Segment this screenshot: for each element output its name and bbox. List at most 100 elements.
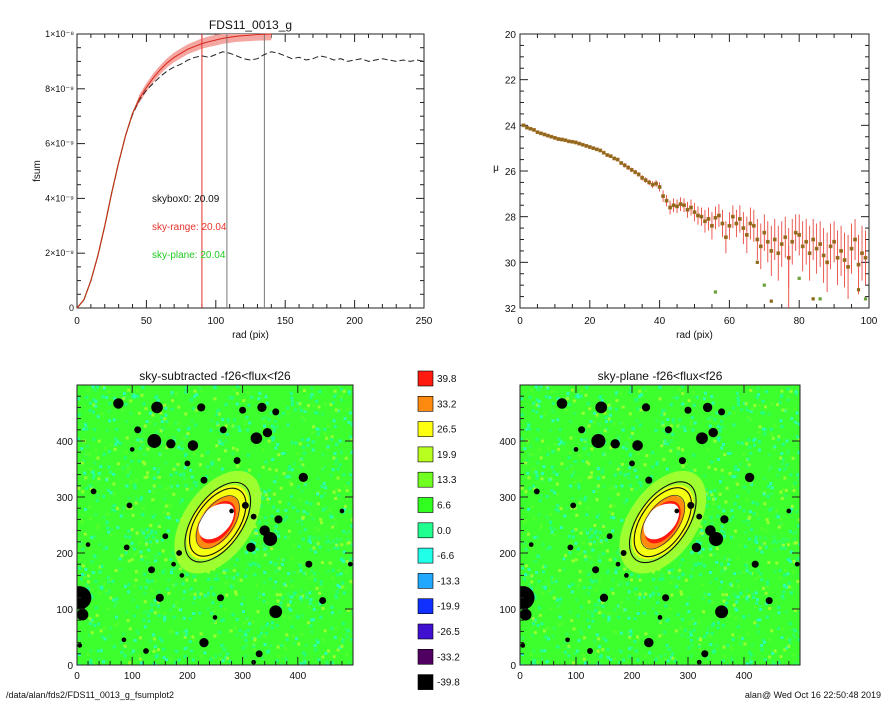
noise-pixel <box>683 628 687 632</box>
noise-pixel <box>520 663 524 665</box>
noise-pixel <box>795 411 799 415</box>
noise-pixel <box>660 444 664 448</box>
noise-pixel <box>255 532 259 536</box>
noise-pixel <box>781 594 785 598</box>
noise-pixel <box>96 493 100 497</box>
noise-pixel <box>91 571 95 574</box>
noise-pixel <box>577 552 581 556</box>
noise-pixel <box>651 594 655 598</box>
noise-pixel <box>590 471 593 475</box>
noise-pixel <box>746 457 750 461</box>
data-point <box>832 239 836 244</box>
noise-pixel <box>578 578 582 582</box>
noise-pixel <box>722 443 725 446</box>
masked-star <box>339 508 345 514</box>
noise-pixel <box>92 473 96 477</box>
data-point <box>682 203 686 208</box>
noise-pixel <box>743 485 747 489</box>
noise-pixel <box>690 469 694 473</box>
noise-pixel <box>189 587 193 591</box>
noise-pixel <box>288 595 292 599</box>
noise-pixel <box>259 515 262 519</box>
noise-pixel <box>172 615 176 619</box>
noise-pixel <box>543 412 547 416</box>
noise-pixel <box>93 428 97 432</box>
y-tick-label: 1×10⁻⁸ <box>45 29 74 39</box>
noise-pixel <box>264 416 268 420</box>
noise-pixel <box>175 631 179 635</box>
noise-pixel <box>657 592 661 596</box>
noise-pixel <box>149 639 153 643</box>
noise-pixel <box>720 468 724 472</box>
noise-pixel <box>558 428 562 431</box>
data-point <box>835 255 840 260</box>
noise-pixel <box>743 545 747 548</box>
noise-pixel <box>565 506 569 510</box>
noise-pixel <box>728 614 732 618</box>
noise-pixel <box>760 648 764 652</box>
noise-pixel <box>223 607 227 611</box>
noise-pixel <box>270 626 274 630</box>
data-point <box>776 251 781 256</box>
noise-pixel <box>152 484 156 488</box>
noise-pixel <box>792 531 796 535</box>
noise-pixel <box>179 473 183 477</box>
noise-pixel <box>703 474 707 478</box>
noise-pixel <box>98 543 102 546</box>
noise-pixel <box>324 486 328 490</box>
noise-pixel <box>170 393 174 397</box>
noise-pixel <box>116 622 120 626</box>
noise-pixel <box>170 391 174 395</box>
noise-pixel <box>587 600 591 604</box>
noise-pixel <box>335 590 339 594</box>
noise-pixel <box>609 446 613 450</box>
noise-pixel <box>716 626 720 630</box>
noise-pixel <box>137 653 141 657</box>
noise-pixel <box>719 480 722 484</box>
noise-pixel <box>778 468 782 472</box>
noise-pixel <box>207 570 210 574</box>
aperture-ellipse <box>195 495 240 550</box>
noise-pixel <box>550 390 554 394</box>
noise-pixel <box>88 661 92 665</box>
masked-star <box>199 637 209 648</box>
noise-pixel <box>522 519 526 523</box>
noise-pixel <box>687 399 691 403</box>
noise-pixel <box>694 563 698 567</box>
noise-pixel <box>289 495 293 498</box>
noise-pixel <box>184 629 188 633</box>
noise-pixel <box>527 508 531 511</box>
noise-pixel <box>182 472 186 476</box>
noise-pixel <box>700 532 704 536</box>
noise-pixel <box>700 554 704 558</box>
noise-pixel <box>689 547 693 550</box>
noise-pixel <box>316 502 320 506</box>
noise-pixel <box>781 462 784 466</box>
noise-pixel <box>157 475 161 479</box>
noise-pixel <box>763 528 767 532</box>
noise-pixel <box>108 401 112 405</box>
noise-pixel <box>621 421 625 425</box>
noise-pixel <box>788 641 792 645</box>
noise-pixel <box>762 542 766 546</box>
noise-pixel <box>618 605 622 609</box>
noise-pixel <box>671 432 675 436</box>
noise-pixel <box>727 596 731 600</box>
noise-pixel <box>523 521 527 524</box>
noise-pixel <box>302 572 306 575</box>
noise-pixel <box>343 417 347 421</box>
noise-pixel <box>157 604 161 608</box>
noise-pixel <box>147 548 151 552</box>
noise-pixel <box>626 597 630 601</box>
noise-pixel <box>797 422 800 426</box>
noise-pixel <box>157 610 161 614</box>
noise-pixel <box>244 551 248 554</box>
noise-pixel <box>240 602 244 606</box>
noise-pixel <box>126 474 130 478</box>
noise-pixel <box>115 601 118 605</box>
noise-pixel <box>568 402 572 406</box>
noise-pixel <box>755 548 759 552</box>
noise-pixel <box>97 472 101 475</box>
noise-pixel <box>572 399 576 403</box>
noise-pixel <box>263 424 266 428</box>
